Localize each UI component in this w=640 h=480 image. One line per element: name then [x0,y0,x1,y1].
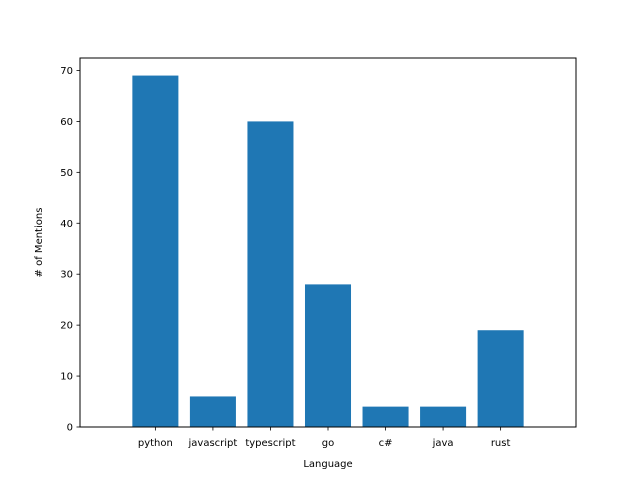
x-tick-label: rust [491,438,511,449]
x-tick-label: go [322,438,334,449]
y-tick-label: 40 [60,219,73,230]
bar-go [304,284,352,427]
y-axis-title: # of Mentions [34,208,45,278]
x-axis: python javascript typescript go c# java rust [138,427,511,449]
y-tick-label: 50 [60,168,73,179]
bar-typescript [247,121,294,427]
x-tick-label: python [138,438,173,449]
plot-frame [79,57,577,428]
y-tick-label: 60 [60,117,73,128]
y-tick-label: 30 [60,270,73,281]
bar-rust [477,330,524,427]
bar-c- [362,406,409,427]
bar-python [132,75,179,428]
bars-layer [132,75,524,428]
x-axis-title: Language [303,459,352,470]
y-tick-label: 70 [60,66,73,77]
y-tick-label: 10 [60,372,73,383]
y-tick-label: 20 [60,321,73,332]
bar-java [420,406,467,427]
x-tick-label: java [432,438,454,449]
bar-javascript [189,396,236,427]
x-tick-label: javascript [188,438,238,449]
y-tick-label: 0 [67,423,73,434]
y-axis: 0 10 20 30 40 50 60 70 [60,66,80,434]
x-tick-label: typescript [245,438,295,449]
x-tick-label: c# [379,438,393,449]
